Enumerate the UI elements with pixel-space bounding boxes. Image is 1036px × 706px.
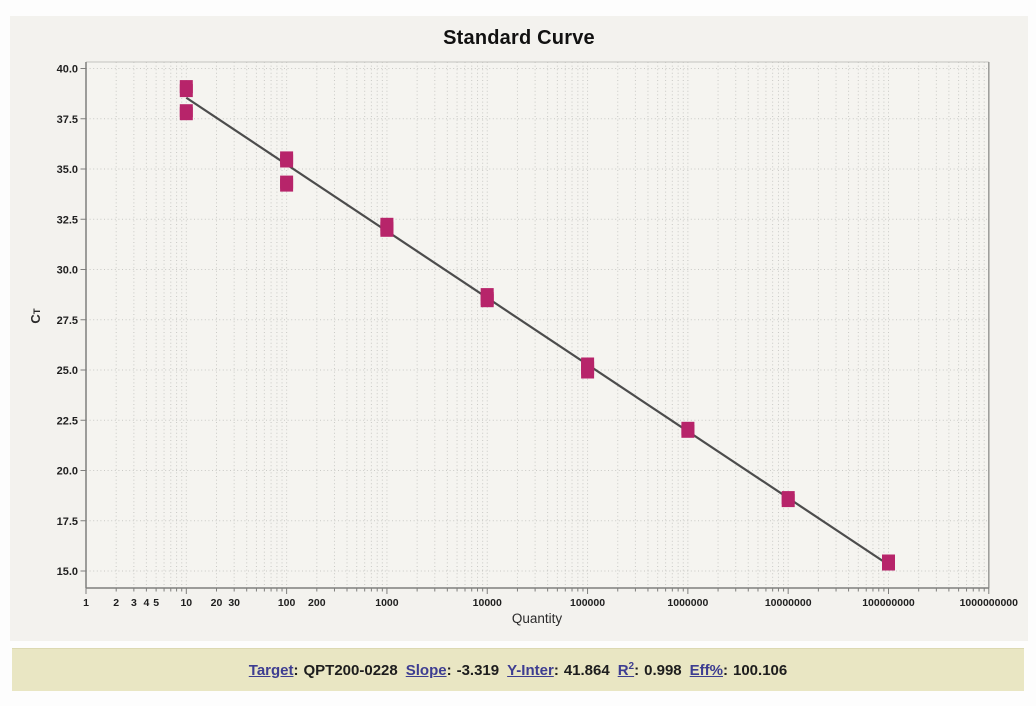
- status-bar: Target: QPT200-0228 Slope: -3.319 Y-Inter:…: [12, 648, 1024, 691]
- svg-text:22.5: 22.5: [57, 415, 78, 427]
- svg-text:40.0: 40.0: [57, 64, 78, 76]
- svg-text:1000000: 1000000: [667, 597, 708, 609]
- svg-text:100000000: 100000000: [862, 597, 915, 609]
- slope-stat: Slope: -3.319: [406, 662, 499, 679]
- efficiency-stat: Eff%:100.106: [690, 662, 788, 679]
- svg-text:200: 200: [308, 597, 326, 609]
- svg-text:30.0: 30.0: [57, 265, 78, 277]
- svg-text:30: 30: [228, 597, 240, 609]
- r-squared-stat: R2:0.998: [617, 660, 682, 679]
- svg-text:4: 4: [143, 597, 149, 609]
- target-value: QPT200-0228: [303, 661, 398, 679]
- efficiency-value: 100.106: [733, 661, 788, 679]
- svg-text:10000: 10000: [473, 597, 502, 609]
- efficiency-link[interactable]: Eff%: [689, 661, 723, 679]
- colon: :: [723, 661, 728, 679]
- colon: :: [446, 661, 452, 679]
- y-intercept-value: 41.864: [563, 661, 610, 679]
- svg-text:100: 100: [278, 597, 296, 609]
- colon: :: [553, 661, 559, 679]
- svg-text:CT: CT: [28, 308, 43, 323]
- svg-text:20.0: 20.0: [57, 466, 78, 478]
- svg-text:15.0: 15.0: [57, 566, 78, 578]
- svg-text:27.5: 27.5: [57, 315, 78, 327]
- svg-text:32.5: 32.5: [57, 214, 78, 226]
- svg-text:Quantity: Quantity: [512, 611, 563, 626]
- svg-text:1000000000: 1000000000: [960, 597, 1019, 609]
- svg-text:100000: 100000: [570, 597, 605, 609]
- target-link[interactable]: Target: [248, 661, 294, 679]
- svg-text:37.5: 37.5: [57, 114, 78, 126]
- svg-text:3: 3: [131, 597, 137, 609]
- target-stat: Target: QPT200-0228: [249, 662, 398, 679]
- colon: :: [634, 661, 640, 679]
- r-squared-link[interactable]: R2: [617, 660, 635, 679]
- svg-text:2: 2: [113, 597, 119, 609]
- svg-text:10: 10: [180, 597, 192, 609]
- chart-title: Standard Curve: [443, 27, 595, 49]
- slope-value: -3.319: [456, 661, 500, 679]
- slope-link[interactable]: Slope: [405, 661, 447, 679]
- svg-text:1000: 1000: [375, 597, 399, 609]
- svg-text:25.0: 25.0: [57, 365, 78, 377]
- standard-curve-plot[interactable]: 15.0 17.5 20.0 22.5 25.0 27.5 30.0 32.5 35.0 37.5…: [0, 0, 1036, 648]
- y-intercept-link[interactable]: Y-Inter: [507, 661, 554, 679]
- svg-text:17.5: 17.5: [57, 516, 78, 528]
- svg-text:5: 5: [153, 597, 159, 609]
- svg-text:1: 1: [83, 597, 89, 609]
- svg-text:35.0: 35.0: [57, 164, 78, 176]
- colon: :: [293, 661, 299, 679]
- r-squared-value: 0.998: [644, 661, 682, 679]
- svg-text:10000000: 10000000: [765, 597, 812, 609]
- y-intercept-stat: Y-Inter:41.864: [507, 662, 610, 679]
- svg-text:20: 20: [211, 597, 223, 609]
